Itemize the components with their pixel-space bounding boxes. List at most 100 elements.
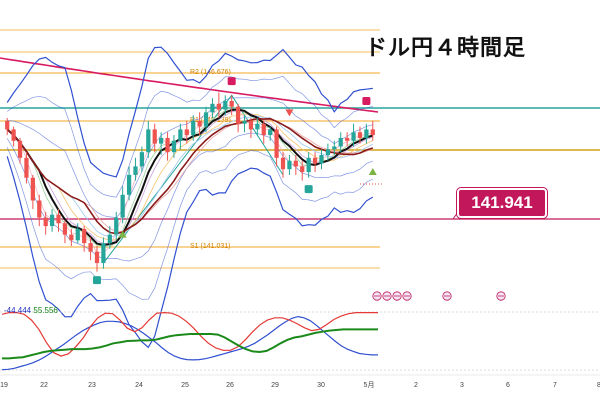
candle (261, 120, 266, 144)
candle (82, 226, 87, 252)
candle (165, 132, 170, 161)
bollinger-band-line (6, 132, 373, 262)
candle-body (280, 157, 286, 170)
candle (242, 115, 247, 133)
candle-body (248, 120, 254, 130)
triangle-down-marker (285, 109, 294, 117)
oscillator-value-1: -44.444 (4, 306, 32, 315)
time-tick-label: 5月 (364, 381, 375, 389)
candle-body (75, 228, 80, 241)
candle (223, 95, 228, 116)
candle-body (133, 166, 138, 175)
time-tick-label: 26 (226, 382, 234, 389)
buy-signal-marker (304, 185, 313, 194)
candle-body (17, 140, 23, 158)
candle-body (5, 120, 10, 130)
economic-event-icon[interactable] (496, 291, 506, 301)
candle (133, 157, 138, 181)
signal-markers (93, 77, 506, 301)
candle (184, 120, 189, 144)
bollinger-band-line (7, 97, 373, 218)
economic-event-icon[interactable] (372, 291, 382, 301)
time-tick-label: 23 (88, 382, 96, 389)
candle (178, 123, 183, 150)
candle-body (370, 129, 375, 136)
candle-body (306, 157, 311, 173)
candle-body (319, 155, 324, 164)
candle-body (261, 123, 266, 136)
candle (210, 98, 215, 119)
candle-body (325, 149, 331, 155)
time-tick-label: 29 (271, 382, 279, 389)
candle-body (56, 214, 61, 224)
candle (191, 115, 196, 141)
candle (120, 186, 125, 224)
oscillator-panel (0, 311, 600, 371)
candle (351, 123, 356, 147)
economic-event-icon[interactable] (392, 291, 402, 301)
candle-body (30, 177, 35, 201)
candle-body (88, 243, 93, 252)
pivot-label: R2 (146.676) (190, 69, 231, 76)
moving-averages (6, 104, 374, 254)
economic-event-icon[interactable] (402, 291, 412, 301)
candle-body (43, 217, 48, 227)
time-tick-label: 30 (317, 382, 325, 389)
candle-body (165, 137, 170, 153)
time-tick-label: 19 (0, 382, 8, 389)
triangle-up-marker (368, 168, 377, 176)
candle-body (203, 112, 209, 127)
candle-body (351, 132, 356, 141)
economic-event-icon[interactable] (382, 291, 392, 301)
economic-event-icon[interactable] (442, 291, 452, 301)
moving-average-line (6, 108, 374, 247)
candle-body (235, 106, 241, 124)
candle-body (171, 140, 177, 153)
candle (293, 155, 298, 175)
candle-body (184, 129, 189, 136)
bollinger-band-line (6, 75, 373, 198)
candle-body (139, 152, 145, 167)
current-price-tag: 141.941 (457, 188, 547, 218)
candle (312, 152, 318, 173)
candle-body (62, 223, 68, 235)
candle (235, 103, 241, 133)
candle (37, 194, 42, 227)
candle-body (49, 214, 55, 227)
moving-average-line (6, 117, 374, 235)
candle-body (69, 234, 74, 241)
candle (75, 223, 80, 244)
candle (306, 152, 311, 178)
candle-body (332, 146, 337, 150)
candle (30, 174, 35, 210)
candle (268, 126, 273, 141)
time-tick-label: 3 (460, 382, 464, 389)
candle-body (338, 137, 343, 147)
candle (139, 146, 145, 173)
candle (229, 95, 234, 116)
candle-body (287, 160, 292, 170)
time-axis: 19 22 23 24 25 26 29 30 5月 2 3 6 7 8 (0, 374, 600, 389)
candle-body (229, 100, 234, 107)
moving-average-line (6, 106, 373, 248)
candle (159, 132, 164, 155)
candle-body (11, 129, 16, 141)
candle-body (197, 120, 202, 127)
candle (325, 143, 331, 161)
candle-body (126, 174, 132, 195)
candle-body (94, 251, 100, 264)
candle-body (24, 157, 29, 178)
candle-body (178, 129, 183, 141)
candle (69, 228, 74, 246)
candle-body (312, 157, 318, 164)
time-tick-label: 6 (506, 382, 510, 389)
long-sma-line (0, 57, 379, 113)
candle (345, 132, 350, 147)
pivot-label: S1 (141.031) (190, 243, 230, 250)
candle (146, 120, 151, 158)
candle-body (101, 243, 106, 264)
candle (319, 149, 324, 170)
candle-body (152, 129, 157, 144)
candle (300, 160, 305, 181)
